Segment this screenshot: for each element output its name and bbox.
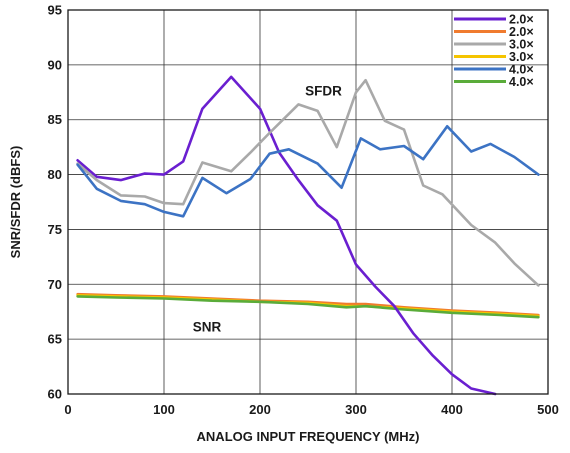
legend-label: 2.0× — [509, 13, 534, 27]
annotation-snr: SNR — [193, 319, 222, 334]
y-tick-label: 70 — [48, 277, 62, 292]
legend: 2.0×2.0×3.0×3.0×4.0×4.0× — [454, 13, 534, 89]
annotations: SFDR SNR — [193, 84, 342, 335]
y-axis-title: SNR/SFDR (dBFS) — [8, 146, 23, 259]
y-tick-label: 95 — [48, 3, 62, 18]
x-tick-label: 0 — [64, 402, 71, 417]
legend-label: 3.0× — [509, 38, 534, 52]
legend-label: 3.0× — [509, 50, 534, 64]
annotation-sfdr: SFDR — [305, 84, 342, 99]
x-tick-label: 400 — [441, 402, 463, 417]
legend-label: 4.0× — [509, 75, 534, 89]
y-tick-label: 90 — [48, 57, 62, 72]
plot-frame — [67, 9, 549, 395]
x-tick-labels: 0 100 200 300 400 500 — [64, 402, 558, 417]
y-tick-label: 85 — [48, 112, 62, 127]
y-tick-label: 60 — [48, 387, 62, 402]
y-tick-label: 80 — [48, 167, 62, 182]
x-tick-label: 300 — [345, 402, 367, 417]
series-line-sfdr-2.0 — [76, 75, 497, 396]
y-tick-label: 75 — [48, 222, 62, 237]
series-line-sfdr-4.0 — [76, 125, 540, 218]
y-tick-labels: 60 65 70 75 80 85 90 95 — [48, 3, 62, 402]
x-axis-title: ANALOG INPUT FREQUENCY (MHz) — [197, 429, 420, 444]
x-tick-label: 500 — [537, 402, 559, 417]
x-tick-label: 200 — [249, 402, 271, 417]
legend-label: 4.0× — [509, 63, 534, 77]
x-tick-label: 100 — [153, 402, 175, 417]
y-tick-label: 65 — [48, 332, 62, 347]
series-lines — [76, 75, 540, 396]
series-line-sfdr-3.0 — [76, 78, 540, 287]
legend-label: 2.0× — [509, 25, 534, 39]
series-line-snr-4.0 — [76, 295, 540, 319]
